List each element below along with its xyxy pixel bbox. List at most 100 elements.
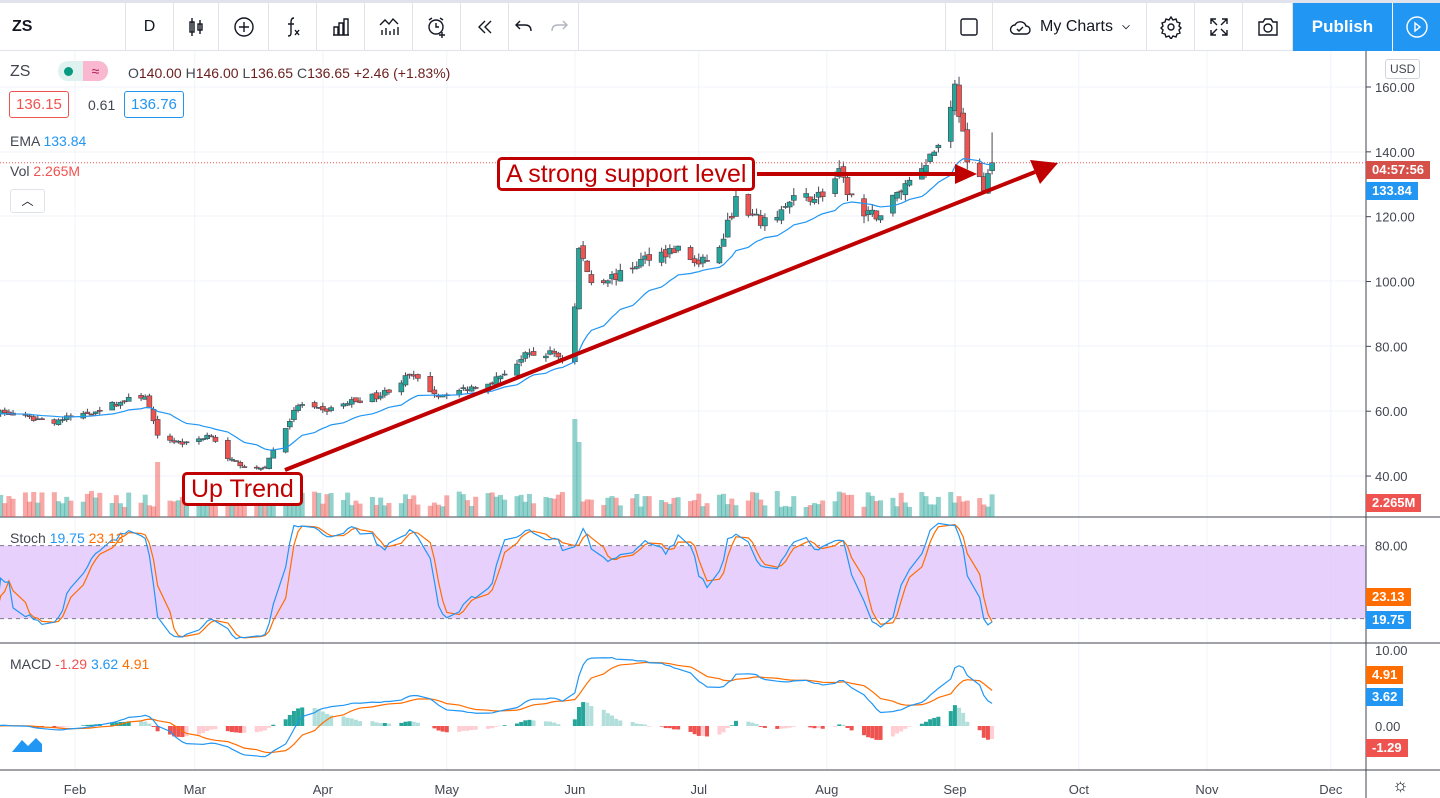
my-charts-button[interactable]: My Charts — [993, 2, 1147, 51]
candle[interactable] — [386, 389, 392, 393]
candle[interactable] — [150, 409, 157, 422]
candle[interactable] — [377, 395, 384, 399]
candle[interactable] — [844, 177, 851, 195]
candle[interactable] — [84, 411, 91, 414]
candle[interactable] — [468, 386, 475, 392]
candle[interactable] — [183, 441, 190, 444]
candle[interactable] — [956, 84, 962, 117]
candle[interactable] — [720, 238, 727, 247]
candle[interactable] — [80, 412, 87, 419]
buy-button[interactable]: 136.76 — [124, 91, 184, 118]
candle[interactable] — [634, 266, 640, 269]
time-axis-settings-icon[interactable]: ☼ — [1392, 775, 1409, 795]
candle[interactable] — [154, 419, 161, 436]
candle[interactable] — [522, 352, 529, 359]
chart-canvas[interactable]: 160.00 140.00 120.00 100.00 80.00 60.00 40.00 8… — [0, 51, 1440, 798]
candle[interactable] — [460, 387, 467, 389]
candle[interactable] — [729, 216, 735, 219]
candle[interactable] — [88, 413, 95, 416]
candle[interactable] — [848, 193, 855, 196]
chart-type-button[interactable] — [174, 2, 219, 51]
interval-button[interactable]: D — [126, 2, 174, 51]
candle[interactable] — [778, 209, 785, 221]
up-trend-annotation[interactable]: Up Trend — [182, 472, 303, 506]
candle[interactable] — [576, 248, 582, 310]
candle[interactable] — [328, 407, 334, 411]
candle[interactable] — [985, 173, 991, 194]
candle[interactable] — [716, 247, 723, 264]
candle[interactable] — [125, 397, 132, 402]
candle[interactable] — [39, 418, 45, 421]
candle[interactable] — [353, 397, 359, 403]
candle[interactable] — [382, 390, 388, 396]
candle[interactable] — [976, 162, 983, 178]
candle[interactable] — [790, 195, 797, 201]
candle[interactable] — [960, 112, 966, 132]
candle[interactable] — [840, 166, 847, 178]
candle[interactable] — [964, 129, 971, 163]
fullscreen-button[interactable] — [1195, 2, 1243, 51]
candle[interactable] — [241, 466, 248, 468]
support-level-annotation[interactable]: A strong support level — [497, 157, 756, 191]
candle[interactable] — [518, 359, 524, 363]
candle[interactable] — [947, 106, 954, 142]
undo-button[interactable] — [509, 3, 539, 51]
currency-button[interactable]: USD — [1385, 59, 1421, 79]
candle[interactable] — [55, 419, 62, 425]
candle[interactable] — [700, 256, 706, 264]
snapshot-button[interactable] — [1243, 2, 1293, 51]
tradingview-logo[interactable] — [10, 730, 44, 756]
candle[interactable] — [580, 245, 586, 259]
candle[interactable] — [617, 270, 624, 282]
candle[interactable] — [786, 201, 793, 208]
candle[interactable] — [927, 153, 933, 162]
candle[interactable] — [530, 351, 537, 356]
candle[interactable] — [811, 198, 818, 203]
candle[interactable] — [543, 355, 549, 359]
candle[interactable] — [258, 467, 264, 470]
candle[interactable] — [733, 196, 739, 217]
compare-bars-button[interactable] — [317, 2, 365, 51]
candle[interactable] — [200, 438, 206, 441]
candle[interactable] — [92, 411, 99, 414]
candle[interactable] — [832, 178, 838, 194]
publish-button[interactable]: Publish — [1293, 2, 1393, 51]
candle[interactable] — [427, 376, 434, 393]
play-button[interactable] — [1393, 2, 1440, 51]
candle[interactable] — [320, 406, 326, 411]
candle[interactable] — [208, 435, 215, 438]
alert-button[interactable] — [413, 2, 461, 51]
candle[interactable] — [431, 389, 438, 395]
candle[interactable] — [902, 183, 909, 196]
candle[interactable] — [398, 382, 405, 393]
candle[interactable] — [196, 438, 202, 442]
compare-button[interactable] — [219, 2, 269, 51]
candle[interactable] — [26, 415, 33, 418]
candle[interactable] — [1, 409, 8, 414]
candle[interactable] — [753, 213, 760, 216]
candle[interactable] — [299, 404, 306, 406]
candle[interactable] — [803, 193, 809, 198]
candle[interactable] — [890, 194, 896, 214]
candle[interactable] — [63, 415, 70, 420]
sell-button[interactable]: 136.15 — [9, 91, 69, 118]
indicators-button[interactable] — [269, 2, 317, 51]
candle[interactable] — [514, 363, 520, 376]
candle[interactable] — [906, 179, 913, 186]
candle[interactable] — [117, 402, 124, 406]
layout-button[interactable] — [945, 2, 993, 51]
candle[interactable] — [96, 409, 103, 412]
candle[interactable] — [225, 440, 231, 459]
candle[interactable] — [923, 165, 929, 173]
candle[interactable] — [989, 162, 995, 171]
candle[interactable] — [253, 466, 260, 469]
candle[interactable] — [291, 409, 297, 420]
candle[interactable] — [873, 210, 880, 220]
replay-button[interactable] — [461, 2, 509, 51]
candle[interactable] — [931, 151, 938, 156]
candle[interactable] — [745, 194, 752, 216]
candle[interactable] — [551, 350, 557, 354]
candle[interactable] — [638, 258, 644, 267]
candle[interactable] — [687, 247, 694, 260]
candle[interactable] — [237, 462, 244, 467]
